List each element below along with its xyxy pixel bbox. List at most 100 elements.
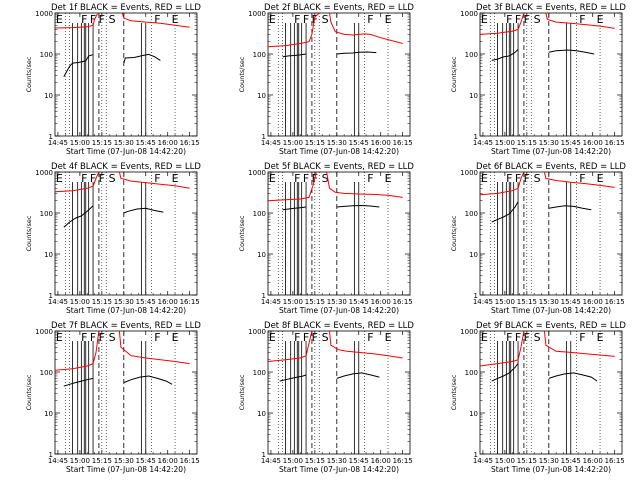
y-tick-label: 10 bbox=[469, 92, 478, 100]
y-tick-label: 100 bbox=[40, 51, 53, 59]
y-axis-label: Counts/sec bbox=[450, 215, 458, 251]
x-tick-label: 16:15 bbox=[605, 139, 625, 147]
event-marker-s: S bbox=[534, 331, 541, 344]
event-marker-e: E bbox=[481, 172, 488, 185]
x-tick-label: 15:00 bbox=[70, 298, 90, 306]
series-events-line bbox=[491, 363, 519, 382]
x-tick-label: 14:45 bbox=[473, 298, 493, 306]
x-tick-label: 15:15 bbox=[92, 139, 112, 147]
y-tick-label: 100 bbox=[40, 210, 53, 218]
event-marker-e: E bbox=[481, 331, 488, 344]
y-axis-label: Counts/sec bbox=[450, 56, 458, 92]
y-tick-label: 1 bbox=[262, 133, 266, 141]
x-tick-label: 15:45 bbox=[561, 139, 581, 147]
x-tick-label: 15:00 bbox=[283, 139, 303, 147]
x-tick-label: 15:30 bbox=[114, 457, 134, 465]
event-marker-f: F bbox=[524, 172, 530, 185]
series-lld-line bbox=[329, 13, 403, 44]
event-marker-e: E bbox=[481, 13, 488, 26]
y-tick-label: 100 bbox=[253, 210, 266, 218]
event-marker-f: F bbox=[81, 331, 87, 344]
x-tick-label: 16:15 bbox=[393, 298, 413, 306]
series-lld-line bbox=[118, 331, 190, 365]
event-marker-f: F bbox=[294, 172, 300, 185]
panel-title: Det 2f BLACK = Events, RED = LLD bbox=[264, 3, 414, 13]
series-lld-line bbox=[55, 172, 100, 193]
y-axis-label: Counts/sec bbox=[238, 215, 246, 251]
event-marker-f: F bbox=[90, 13, 96, 26]
x-axis-label: Start Time (07-Jun-08 14:42:20) bbox=[279, 465, 399, 474]
x-tick-label: 16:15 bbox=[393, 139, 413, 147]
event-marker-f: F bbox=[367, 172, 373, 185]
x-tick-label: 16:00 bbox=[583, 298, 603, 306]
y-tick-label: 1 bbox=[49, 133, 53, 141]
event-marker-f: F bbox=[515, 172, 521, 185]
x-tick-label: 16:00 bbox=[158, 139, 178, 147]
event-marker-e: E bbox=[597, 331, 604, 344]
y-axis-label: Counts/sec bbox=[25, 56, 33, 92]
panel-det-2: Det 2f BLACK = Events, RED = LLD 1 10 100 10… bbox=[238, 3, 414, 156]
x-tick-label: 15:30 bbox=[539, 139, 559, 147]
y-tick-label: 100 bbox=[253, 369, 266, 377]
series-lld-line bbox=[480, 172, 525, 196]
event-marker-f: F bbox=[579, 172, 585, 185]
series-events-line bbox=[491, 48, 519, 61]
x-tick-label: 16:00 bbox=[371, 457, 391, 465]
series-events-line bbox=[548, 49, 595, 55]
series-events-line bbox=[336, 51, 377, 55]
event-marker-e: E bbox=[597, 13, 604, 26]
series-events-line bbox=[336, 372, 380, 379]
event-marker-f: F bbox=[515, 13, 521, 26]
event-marker-f: F bbox=[303, 13, 309, 26]
y-tick-label: 1000 bbox=[35, 169, 53, 177]
x-axis-label: Start Time (07-Jun-08 14:42:20) bbox=[491, 147, 611, 156]
x-axis-label: Start Time (07-Jun-08 14:42:20) bbox=[491, 465, 611, 474]
y-axis-label: Counts/sec bbox=[450, 374, 458, 410]
panel-title: Det 8f BLACK = Events, RED = LLD bbox=[264, 321, 414, 331]
x-axis-label: Start Time (07-Jun-08 14:42:20) bbox=[66, 147, 186, 156]
event-marker-e: E bbox=[172, 331, 179, 344]
x-tick-label: 16:15 bbox=[180, 457, 200, 465]
panel-det-5: Det 5f BLACK = Events, RED = LLD 1 10 100 10… bbox=[238, 162, 414, 315]
series-lld-line bbox=[329, 331, 403, 359]
x-tick-label: 16:15 bbox=[393, 457, 413, 465]
y-tick-label: 10 bbox=[257, 410, 266, 418]
x-axis-label: Start Time (07-Jun-08 14:42:20) bbox=[491, 306, 611, 315]
event-marker-s: S bbox=[322, 13, 329, 26]
series-events-line bbox=[123, 207, 164, 214]
plot-frame bbox=[54, 171, 198, 296]
x-tick-label: 16:00 bbox=[158, 457, 178, 465]
y-tick-label: 10 bbox=[469, 251, 478, 259]
x-tick-label: 15:15 bbox=[517, 457, 537, 465]
x-tick-label: 14:45 bbox=[48, 139, 68, 147]
panel-title: Det 9f BLACK = Events, RED = LLD bbox=[476, 321, 626, 331]
series-lld-line bbox=[543, 331, 615, 357]
event-marker-f: F bbox=[294, 13, 300, 26]
plot-frame bbox=[54, 12, 198, 137]
y-tick-label: 100 bbox=[465, 210, 478, 218]
x-tick-label: 15:45 bbox=[136, 298, 156, 306]
x-tick-label: 14:45 bbox=[48, 298, 68, 306]
x-tick-label: 14:45 bbox=[261, 139, 281, 147]
panel-title: Det 1f BLACK = Events, RED = LLD bbox=[51, 3, 201, 13]
event-marker-f: F bbox=[90, 172, 96, 185]
y-tick-label: 10 bbox=[257, 92, 266, 100]
x-tick-label: 16:00 bbox=[583, 139, 603, 147]
series-lld-line bbox=[543, 172, 615, 188]
x-tick-label: 15:15 bbox=[92, 298, 112, 306]
panel-det-1: Det 1f BLACK = Events, RED = LLD 1 10 100 10… bbox=[25, 3, 201, 156]
x-tick-label: 15:15 bbox=[517, 298, 537, 306]
event-marker-e: E bbox=[269, 172, 276, 185]
y-tick-label: 1 bbox=[474, 292, 478, 300]
event-marker-f: F bbox=[81, 13, 87, 26]
series-events-line bbox=[336, 204, 380, 208]
event-marker-f: F bbox=[515, 331, 521, 344]
x-tick-label: 15:00 bbox=[70, 139, 90, 147]
x-axis-label: Start Time (07-Jun-08 14:42:20) bbox=[279, 147, 399, 156]
